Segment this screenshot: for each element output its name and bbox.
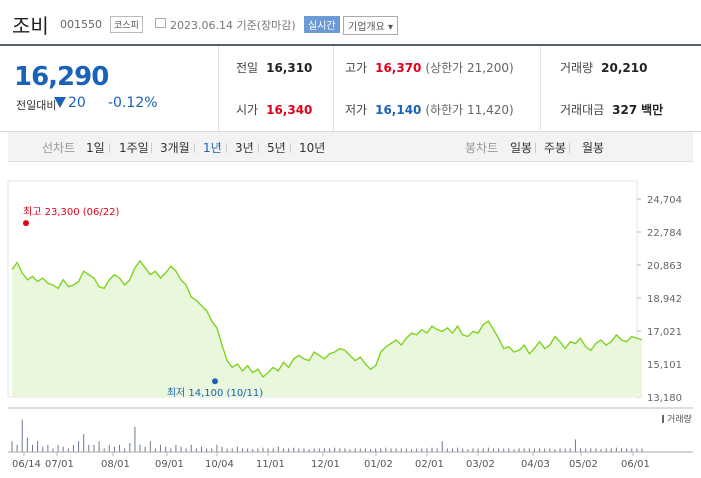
x-tick-label: 11/01: [256, 459, 285, 470]
y-tick-label: 17,021: [647, 327, 682, 338]
x-tick-label: 09/01: [155, 459, 184, 470]
y-tick-label: 20,863: [647, 261, 682, 272]
open-price: 시가 16,340: [236, 103, 313, 117]
price-area: [12, 260, 642, 397]
divider: [226, 143, 227, 153]
period-1w[interactable]: 1주일: [119, 141, 149, 155]
period-1d[interactable]: 1일: [86, 141, 105, 155]
divider: [194, 143, 195, 153]
prev-close: 전일 16,310: [236, 61, 313, 75]
min-marker: [212, 378, 218, 385]
max-label: 최고 23,300 (06/22): [23, 206, 119, 218]
y-tick-label: 15,101: [647, 360, 682, 371]
current-price: 16,290: [14, 62, 109, 92]
line-chart-label: 선차트: [42, 141, 76, 155]
period-5y[interactable]: 5년: [267, 141, 286, 155]
max-marker: [23, 220, 29, 227]
period-3y[interactable]: 3년: [235, 141, 254, 155]
y-tick-label: 24,704: [647, 195, 682, 206]
volume-label: 거래량: [667, 413, 692, 425]
stock-code: 001550: [60, 18, 102, 31]
volume: 거래량 20,210: [560, 61, 648, 75]
base-date: 2023.06.14 기준(장마감): [170, 19, 296, 32]
y-tick-label: 18,942: [647, 294, 682, 305]
candle-weekly[interactable]: 주봉: [544, 141, 567, 155]
company-overview-label: 기업개요: [348, 22, 385, 33]
price-line: [11, 259, 643, 378]
divider: [540, 46, 541, 132]
min-label: 최저 14,100 (10/11): [167, 387, 263, 399]
divider: [258, 143, 259, 153]
divider: [333, 46, 334, 132]
divider: [290, 143, 291, 153]
divider: [109, 143, 110, 153]
change-percent: -0.12%: [108, 95, 158, 111]
x-tick-label: 08/01: [101, 459, 130, 470]
x-tick-label: 03/02: [466, 459, 495, 470]
company-overview-dropdown[interactable]: 기업개요 ▾: [343, 16, 399, 35]
candle-daily[interactable]: 일봉: [510, 141, 533, 155]
chevron-down-icon: ▾: [388, 22, 394, 33]
x-tick-label: 07/01: [45, 459, 74, 470]
change-label: 전일대비: [16, 99, 57, 112]
trade-amount: 거래대금 327 백만: [560, 103, 664, 117]
divider: [218, 46, 219, 132]
x-tick-label: 10/04: [205, 459, 234, 470]
market-badge: 코스피: [110, 16, 143, 33]
x-tick-label: 04/03: [521, 459, 550, 470]
divider: [535, 143, 536, 153]
x-tick-label: 05/02: [569, 459, 598, 470]
y-tick-label: 13,180: [647, 393, 682, 404]
realtime-button[interactable]: 실시간: [304, 16, 340, 33]
x-tick-label: 01/02: [364, 459, 393, 470]
low-price: 저가 16,140 (하한가 11,420): [345, 103, 514, 117]
x-tick-label: 06/14: [12, 459, 41, 470]
x-tick-label: 06/01: [621, 459, 650, 470]
quote-panel: [0, 46, 701, 132]
period-1y[interactable]: 1년: [203, 141, 222, 155]
chart-toolbar: [8, 132, 693, 162]
period-10y[interactable]: 10년: [299, 141, 326, 155]
x-tick-label: 12/01: [311, 459, 340, 470]
calendar-icon: [155, 18, 166, 28]
y-tick-label: 22,784: [647, 228, 682, 239]
price-change: 20: [54, 95, 86, 111]
candle-chart-label: 봉차트: [465, 141, 499, 155]
divider: [151, 143, 152, 153]
x-tick-label: 02/01: [415, 459, 444, 470]
down-triangle-icon: [54, 97, 66, 108]
period-3m[interactable]: 3개월: [160, 141, 190, 155]
volume-legend-icon: [662, 415, 664, 423]
candle-monthly[interactable]: 월봉: [582, 141, 605, 155]
divider: [569, 143, 570, 153]
stock-header: 조비 001550 코스피 2023.06.14 기준(장마감) 실시간 기업개…: [0, 0, 701, 46]
stock-name: 조비: [12, 14, 49, 38]
high-price: 고가 16,370 (상한가 21,200): [345, 61, 514, 75]
change-value: 20: [68, 95, 86, 111]
